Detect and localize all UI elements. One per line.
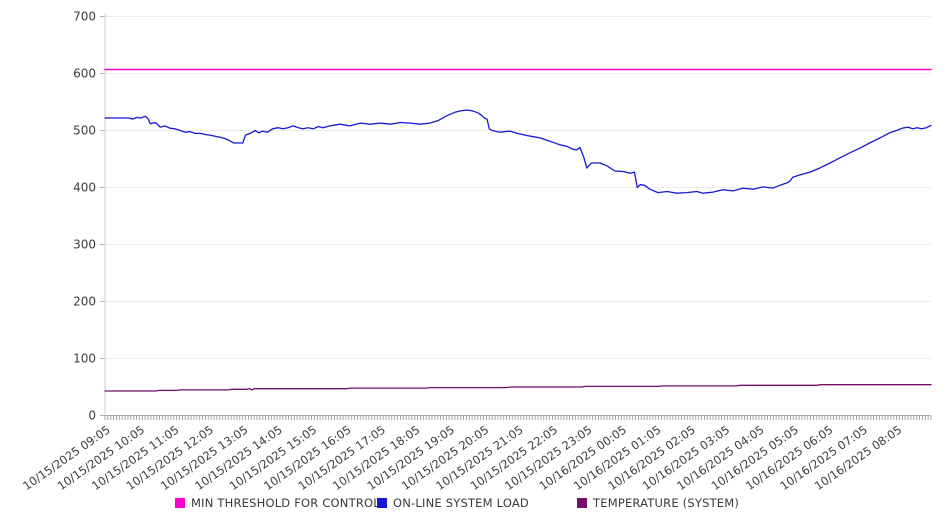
legend-item-online-system-load: ON-LINE SYSTEM LOAD	[377, 494, 529, 512]
legend-swatch-min-threshold-icon	[175, 498, 185, 508]
legend-swatch-online-system-load-icon	[377, 498, 387, 508]
gridlines	[105, 16, 931, 359]
legend-label-online-system-load: ON-LINE SYSTEM LOAD	[393, 496, 529, 510]
svg-text:200: 200	[73, 295, 96, 309]
svg-text:0: 0	[88, 409, 96, 423]
series-line-temperature-system	[104, 384, 932, 392]
chart-legend: MIN THRESHOLD FOR CONTROL ON-LINE SYSTEM…	[0, 494, 946, 516]
x-axis-minor-ticks	[104, 415, 932, 420]
svg-text:500: 500	[73, 124, 96, 138]
svg-text:100: 100	[73, 352, 96, 366]
svg-text:700: 700	[73, 10, 96, 24]
legend-item-temperature: TEMPERATURE (SYSTEM)	[577, 494, 739, 512]
y-axis-labels: 0 100 200 300 400 500 600 700	[73, 10, 96, 423]
legend-label-temperature: TEMPERATURE (SYSTEM)	[593, 496, 740, 510]
series-line-online-system-load	[104, 109, 932, 194]
svg-text:300: 300	[73, 238, 96, 252]
legend-label-min-threshold: MIN THRESHOLD FOR CONTROL	[191, 496, 380, 510]
legend-item-min-threshold: MIN THRESHOLD FOR CONTROL	[175, 494, 380, 512]
series-lines	[104, 68, 932, 392]
legend-swatch-temperature-icon	[577, 498, 587, 508]
svg-text:600: 600	[73, 67, 96, 81]
svg-text:400: 400	[73, 181, 96, 195]
y-axis-ticks	[100, 16, 105, 416]
